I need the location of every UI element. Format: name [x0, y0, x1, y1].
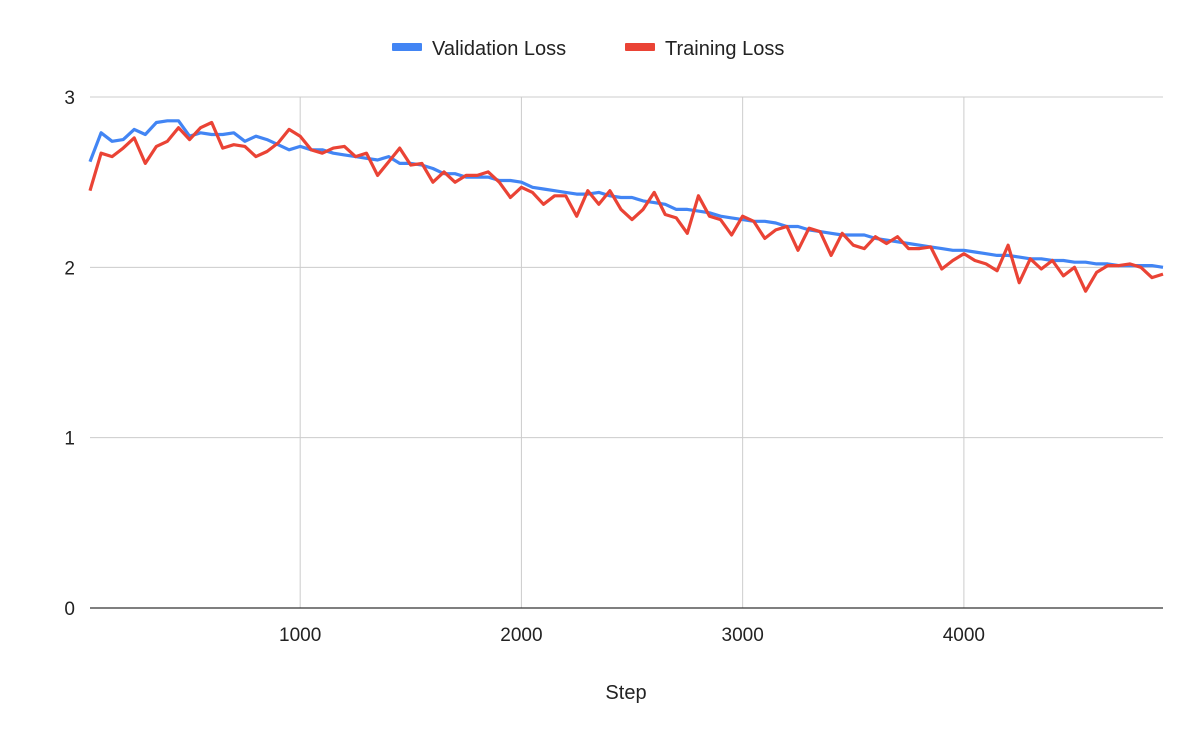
x-axis-ticks: 1000 2000 3000 4000 [279, 625, 985, 646]
x-tick-label: 2000 [500, 625, 542, 646]
legend-label: Validation Loss [432, 38, 566, 60]
y-tick-label: 2 [64, 258, 75, 279]
legend-item-training-loss[interactable]: Training Loss [625, 38, 784, 60]
y-tick-label: 1 [64, 429, 75, 450]
x-axis-label: Step [605, 682, 646, 704]
x-tick-label: 4000 [943, 625, 985, 646]
y-axis-ticks: 0 1 2 3 [64, 88, 75, 620]
series-lines [88, 119, 1164, 293]
y-tick-label: 0 [64, 599, 75, 620]
x-tick-label: 3000 [722, 625, 764, 646]
x-tick-label: 1000 [279, 625, 321, 646]
legend-swatch [392, 43, 422, 51]
series-line-validation-loss [88, 119, 1164, 269]
y-tick-label: 3 [64, 88, 75, 109]
legend-item-validation-loss[interactable]: Validation Loss [392, 38, 566, 60]
legend[interactable]: Validation Loss Training Loss [392, 38, 784, 60]
gridlines [90, 96, 1163, 608]
series-line-training-loss [88, 120, 1164, 293]
legend-swatch [625, 43, 655, 51]
legend-label: Training Loss [665, 38, 784, 60]
